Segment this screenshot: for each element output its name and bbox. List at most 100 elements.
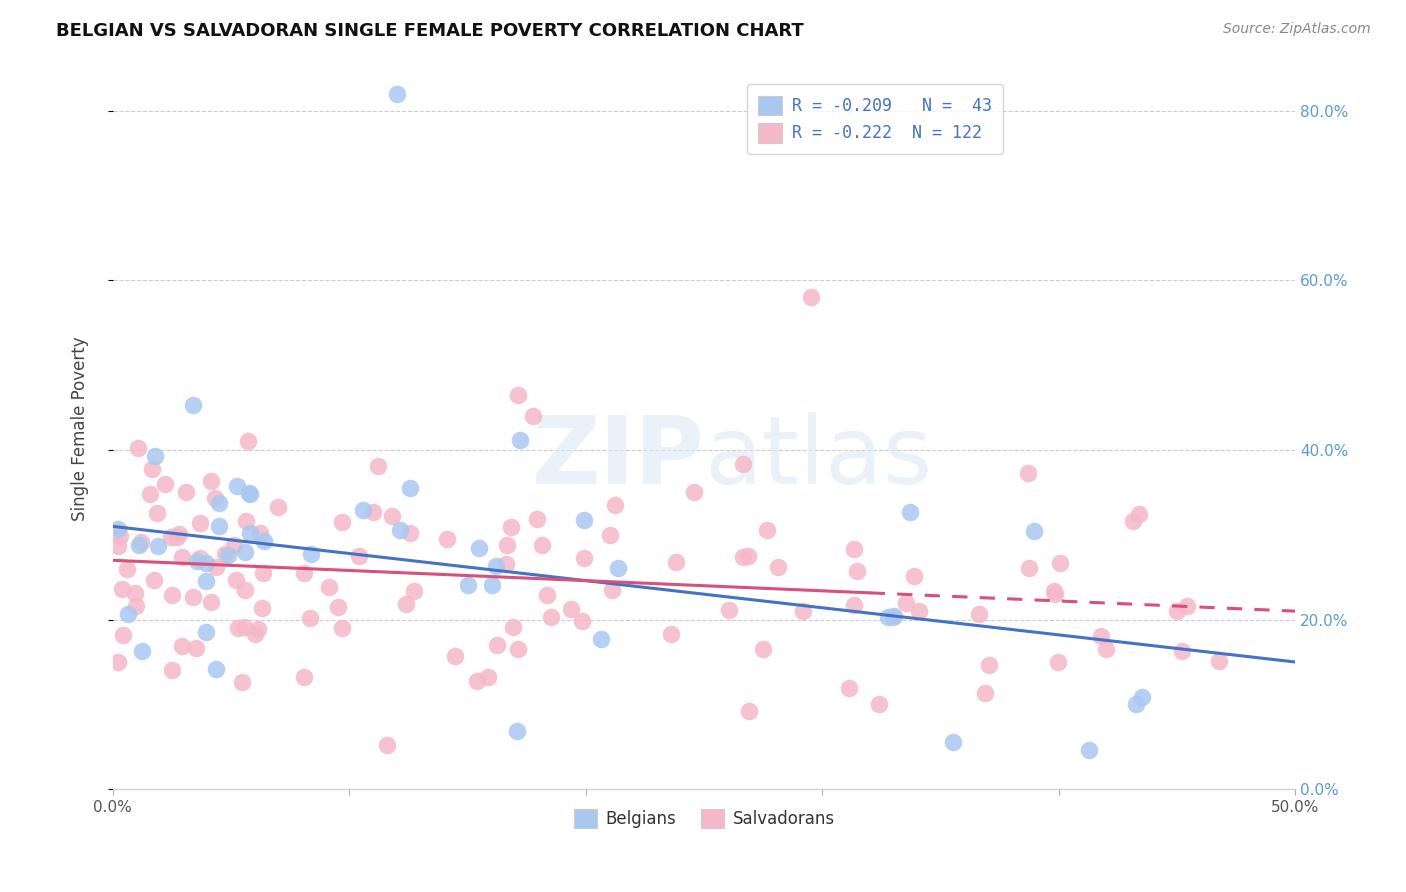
Point <box>738 704 761 718</box>
Point <box>186 554 208 568</box>
Point <box>572 513 595 527</box>
Point <box>267 500 290 515</box>
Point <box>225 573 247 587</box>
Point <box>160 588 183 602</box>
Point <box>167 527 190 541</box>
Point <box>115 562 138 576</box>
Point <box>1130 690 1153 705</box>
Point <box>495 558 517 572</box>
Point <box>233 620 256 634</box>
Point <box>398 482 420 496</box>
Point <box>1171 644 1194 658</box>
Point <box>1128 507 1150 521</box>
Point <box>751 642 773 657</box>
Point <box>195 557 218 571</box>
Point <box>299 610 322 624</box>
Point <box>717 603 740 617</box>
Point <box>591 632 613 646</box>
Point <box>238 486 260 500</box>
Point <box>117 607 139 622</box>
Point <box>200 595 222 609</box>
Point <box>792 604 814 618</box>
Point <box>506 641 529 656</box>
Point <box>465 673 488 688</box>
Point <box>768 559 790 574</box>
Point <box>1175 599 1198 613</box>
Point <box>1043 584 1066 599</box>
Point <box>443 648 465 663</box>
Point <box>107 522 129 536</box>
Point <box>894 596 917 610</box>
Point <box>125 599 148 614</box>
Point <box>974 686 997 700</box>
Point <box>238 434 260 448</box>
Point <box>188 550 211 565</box>
Point <box>506 388 529 402</box>
Point <box>1022 524 1045 539</box>
Point <box>505 724 527 739</box>
Point <box>882 610 904 624</box>
Point <box>496 538 519 552</box>
Point <box>235 514 257 528</box>
Point <box>361 505 384 519</box>
Point <box>385 87 408 101</box>
Point <box>208 496 231 510</box>
Point <box>560 601 582 615</box>
Point <box>153 476 176 491</box>
Point <box>868 698 890 712</box>
Point <box>1046 655 1069 669</box>
Y-axis label: Single Female Poverty: Single Female Poverty <box>72 336 89 521</box>
Point <box>225 478 247 492</box>
Point <box>1043 587 1066 601</box>
Point <box>733 549 755 564</box>
Point <box>477 670 499 684</box>
Point <box>141 462 163 476</box>
Point <box>399 525 422 540</box>
Point <box>522 409 544 424</box>
Point <box>468 541 491 555</box>
Point <box>603 498 626 512</box>
Point <box>665 555 688 569</box>
Point <box>160 663 183 677</box>
Point <box>536 588 558 602</box>
Point <box>599 528 621 542</box>
Point <box>485 558 508 573</box>
Point <box>526 512 548 526</box>
Point <box>194 574 217 589</box>
Point <box>143 450 166 464</box>
Point <box>395 598 418 612</box>
Point <box>600 583 623 598</box>
Point <box>204 662 226 676</box>
Text: atlas: atlas <box>704 412 932 504</box>
Point <box>756 523 779 537</box>
Point <box>509 434 531 448</box>
Point <box>979 657 1001 672</box>
Point <box>659 627 682 641</box>
Point <box>457 578 479 592</box>
Point <box>200 474 222 488</box>
Point <box>502 620 524 634</box>
Point <box>531 538 554 552</box>
Point <box>128 538 150 552</box>
Point <box>1017 466 1039 480</box>
Point <box>481 578 503 592</box>
Point <box>247 622 270 636</box>
Point <box>347 549 370 563</box>
Point <box>682 485 704 500</box>
Point <box>131 644 153 658</box>
Point <box>571 615 593 629</box>
Point <box>124 585 146 599</box>
Point <box>208 519 231 533</box>
Legend: Belgians, Salvadorans: Belgians, Salvadorans <box>567 803 841 835</box>
Point <box>233 545 256 559</box>
Point <box>402 583 425 598</box>
Point <box>606 561 628 575</box>
Text: ZIP: ZIP <box>531 412 704 504</box>
Point <box>1208 654 1230 668</box>
Point <box>377 738 399 752</box>
Point <box>501 520 523 534</box>
Point <box>252 566 274 581</box>
Point <box>1125 697 1147 711</box>
Point <box>143 573 166 587</box>
Point <box>969 607 991 621</box>
